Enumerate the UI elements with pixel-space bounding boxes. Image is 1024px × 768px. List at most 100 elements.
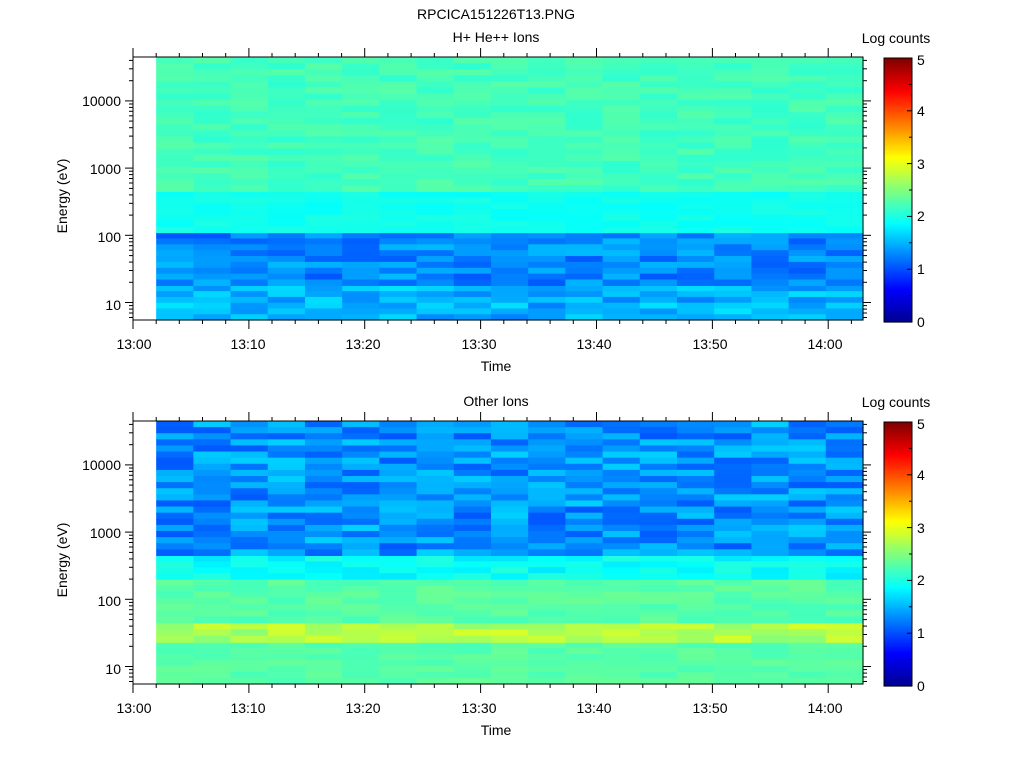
heatmap-cell <box>416 308 455 315</box>
heatmap-cell <box>304 579 343 586</box>
y-tick-label: 100 <box>98 593 122 609</box>
heatmap-cell <box>304 635 343 643</box>
heatmap-cell <box>490 308 529 315</box>
heatmap-cell <box>416 99 455 107</box>
colorbar-step <box>884 148 912 151</box>
heatmap-cell <box>528 672 566 679</box>
colorbar-step <box>884 543 912 546</box>
heatmap-cell <box>751 179 790 186</box>
heatmap-cell <box>379 111 418 119</box>
heatmap-cell <box>490 256 529 263</box>
heatmap-cell <box>528 87 566 95</box>
heatmap-cell <box>230 244 269 251</box>
heatmap-cell <box>453 154 492 162</box>
heatmap-cell <box>639 296 678 304</box>
colorbar-tick-label: 4 <box>917 103 925 119</box>
heatmap-cell <box>453 256 492 263</box>
colorbar-step <box>884 152 912 156</box>
heatmap-cell <box>788 616 827 624</box>
heatmap-cell <box>751 616 790 624</box>
heatmap-cell <box>416 451 455 459</box>
heatmap-cell <box>379 579 418 586</box>
heatmap-cell <box>453 75 492 83</box>
heatmap-cell <box>639 530 678 538</box>
heatmap-cell <box>304 463 343 471</box>
heatmap-cell <box>528 57 566 64</box>
heatmap-cell <box>528 433 566 440</box>
heatmap-cell <box>156 118 194 125</box>
heatmap-cell <box>193 142 232 150</box>
heatmap-cell <box>453 445 492 453</box>
colorbar-step <box>884 146 912 149</box>
heatmap-cell <box>230 185 269 193</box>
colorbar-step <box>884 236 912 239</box>
heatmap-cell <box>267 494 306 502</box>
heatmap-cell <box>676 244 715 251</box>
colorbar-step <box>884 595 912 599</box>
heatmap-cell <box>304 524 343 532</box>
heatmap-cell <box>751 543 790 550</box>
heatmap-cell <box>342 105 380 113</box>
heatmap-cell <box>565 308 604 315</box>
heatmap-cell <box>602 518 641 526</box>
colorbar-step <box>884 234 912 237</box>
colorbar-step <box>884 121 912 125</box>
heatmap-cell <box>714 232 752 240</box>
heatmap-cell <box>751 57 790 64</box>
heatmap-cell <box>714 488 752 495</box>
heatmap-cell <box>267 421 306 428</box>
x-tick-label: 14:00 <box>807 336 842 352</box>
heatmap-cell <box>379 191 418 198</box>
heatmap-cell <box>788 591 827 599</box>
heatmap-cell <box>714 130 752 138</box>
heatmap-cell <box>379 250 418 257</box>
heatmap-cell <box>565 238 604 245</box>
heatmap-cell <box>639 261 678 269</box>
heatmap-cell <box>639 421 678 428</box>
heatmap-cell <box>156 585 194 593</box>
heatmap-cell <box>156 555 194 562</box>
heatmap-cell <box>676 451 715 459</box>
heatmap-cell <box>676 166 715 174</box>
heatmap-cell <box>565 445 604 453</box>
heatmap-cell <box>416 530 455 538</box>
heatmap-cell <box>602 506 641 514</box>
heatmap-cell <box>267 238 306 245</box>
heatmap-cell <box>528 555 566 562</box>
heatmap-cell <box>751 567 790 574</box>
heatmap-cell <box>267 475 306 483</box>
heatmap-cell <box>490 173 529 180</box>
colorbar-step <box>884 435 912 438</box>
heatmap-cell <box>416 421 455 428</box>
colorbar-step <box>884 459 912 463</box>
heatmap-cell <box>751 642 790 649</box>
panel-h-he-ions: H+ He++ Ions 10 100 1000 10000 Energy (e… <box>54 29 930 374</box>
heatmap-cell <box>156 482 194 489</box>
heatmap-cell <box>490 642 529 649</box>
heatmap-cell <box>602 93 641 101</box>
colorbar-step <box>884 75 912 79</box>
heatmap-cell <box>304 555 343 562</box>
heatmap-cell <box>156 488 194 495</box>
heatmap-cell <box>230 111 269 119</box>
heatmap-cell <box>193 457 232 465</box>
heatmap-cell <box>342 57 380 64</box>
heatmap-cell <box>230 654 269 661</box>
heatmap-cell <box>639 118 678 125</box>
heatmap-cell <box>639 256 678 263</box>
heatmap-cell <box>156 591 194 599</box>
heatmap-cell <box>193 635 232 643</box>
heatmap-cell <box>602 279 641 286</box>
heatmap-cell <box>602 166 641 174</box>
heatmap-cell <box>304 173 343 180</box>
heatmap-cell <box>676 154 715 162</box>
heatmap-cell <box>230 622 269 630</box>
heatmap-cell <box>751 512 790 520</box>
heatmap-cell <box>453 469 492 477</box>
heatmap-cell <box>714 648 752 655</box>
heatmap-cell <box>639 585 678 593</box>
heatmap-cell <box>156 672 194 679</box>
heatmap-cell <box>379 629 418 637</box>
colorbar-step <box>884 223 912 226</box>
heatmap-cell <box>676 136 715 144</box>
